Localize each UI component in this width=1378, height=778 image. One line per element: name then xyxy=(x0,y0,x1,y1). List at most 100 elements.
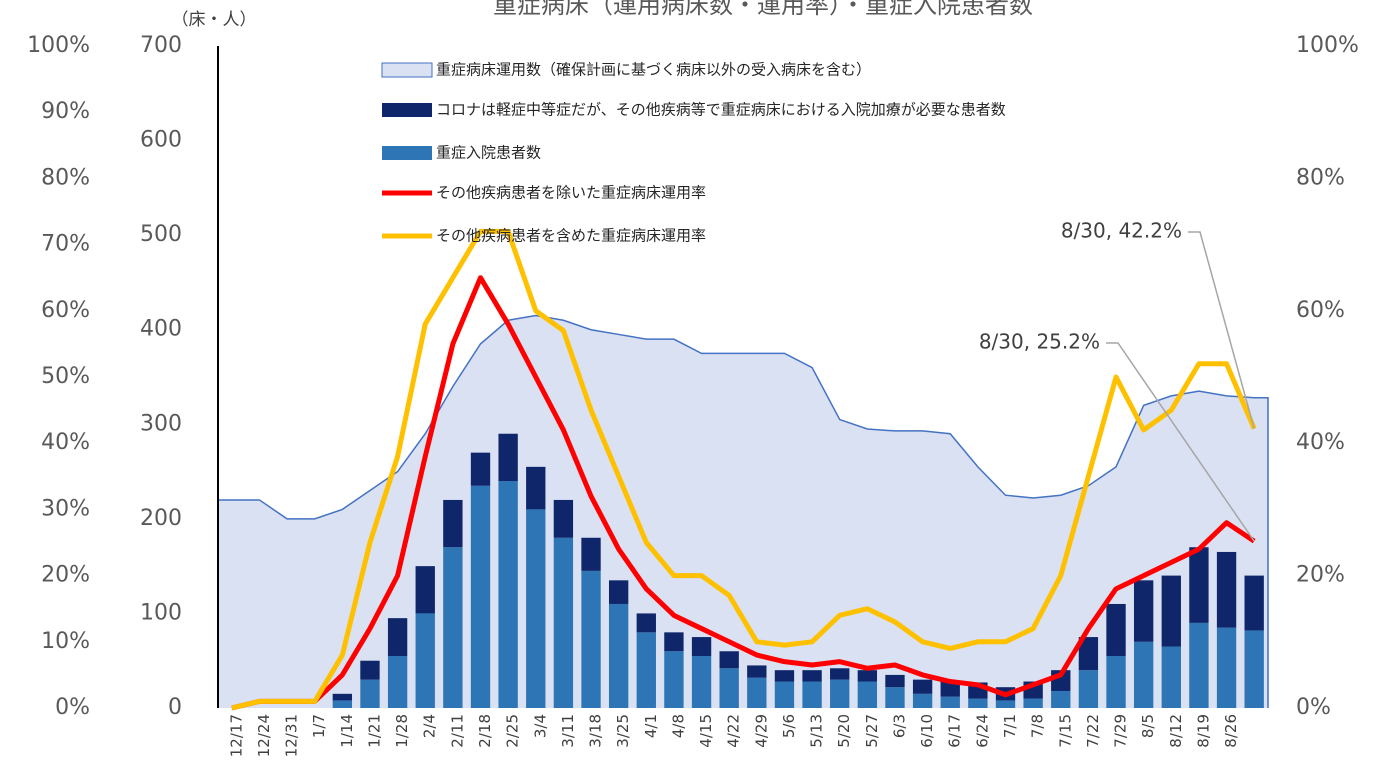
bar xyxy=(1078,670,1099,708)
annotation-leader xyxy=(1106,342,1255,542)
legend-label: その他疾病患者を除いた重症病床運用率 xyxy=(436,184,706,202)
x-tick-label: 7/22 xyxy=(1084,714,1102,748)
x-tick-label: 1/7 xyxy=(310,714,328,738)
x-tick-label: 8/19 xyxy=(1194,714,1212,748)
x-tick-label: 6/24 xyxy=(973,714,991,748)
annotation: 8/30, 42.2% xyxy=(1061,219,1182,243)
bar xyxy=(581,537,601,571)
bar xyxy=(415,613,435,708)
bar xyxy=(774,670,795,682)
y2-outer-tick-label: 20% xyxy=(41,563,90,588)
bar xyxy=(608,603,629,708)
bar xyxy=(1189,547,1209,623)
y-tick-label: 200 xyxy=(140,506,182,531)
y-tick-label: 500 xyxy=(140,222,182,247)
x-tick-label: 12/24 xyxy=(255,714,273,757)
y-unit-label: （床・人） xyxy=(172,10,257,30)
x-tick-label: 7/8 xyxy=(1029,714,1047,738)
legend-swatch xyxy=(382,103,432,117)
bar xyxy=(912,679,933,694)
x-tick-label: 2/11 xyxy=(448,714,466,748)
bar xyxy=(1189,622,1209,708)
y2-tick-label: 40% xyxy=(1296,430,1345,455)
bar xyxy=(470,485,491,708)
bar xyxy=(1244,575,1264,631)
x-tick-label: 7/29 xyxy=(1112,714,1130,748)
annotation-leader xyxy=(1188,231,1255,429)
x-tick-label: 4/8 xyxy=(669,714,687,738)
x-tick-label: 3/4 xyxy=(531,714,549,738)
y-tick-label: 0 xyxy=(168,695,182,720)
bar xyxy=(940,681,960,697)
bar xyxy=(968,698,988,708)
bar xyxy=(664,632,684,652)
bar xyxy=(443,547,463,708)
y2-outer-tick-label: 0% xyxy=(55,695,90,720)
y-tick-label: 300 xyxy=(140,411,182,436)
bar xyxy=(360,679,380,708)
x-tick-label: 12/17 xyxy=(227,714,245,757)
bar xyxy=(1161,646,1181,708)
bar xyxy=(1023,698,1043,708)
y-tick-label: 100 xyxy=(140,600,182,625)
bar xyxy=(553,499,574,538)
x-tick-label: 1/28 xyxy=(393,714,411,748)
x-tick-label: 7/1 xyxy=(1001,714,1019,738)
x-tick-label: 1/14 xyxy=(338,714,356,748)
x-tick-label: 5/27 xyxy=(863,714,881,748)
y2-tick-label: 20% xyxy=(1296,563,1345,588)
x-tick-label: 4/22 xyxy=(725,714,743,748)
bar xyxy=(608,580,629,604)
y2-tick-label: 80% xyxy=(1296,165,1345,190)
x-tick-label: 2/25 xyxy=(504,714,522,748)
bar xyxy=(1216,551,1237,628)
y2-outer-tick-label: 30% xyxy=(41,496,90,521)
bar xyxy=(719,668,739,708)
bar xyxy=(332,693,353,701)
bar xyxy=(747,665,767,678)
x-tick-label: 4/29 xyxy=(752,714,770,748)
y-tick-label: 600 xyxy=(140,128,182,153)
bar xyxy=(332,700,353,708)
bar xyxy=(940,696,960,708)
x-tick-label: 5/13 xyxy=(808,714,826,748)
x-tick-label: 6/3 xyxy=(890,714,908,738)
x-tick-label: 5/6 xyxy=(780,714,798,738)
bar xyxy=(1051,690,1071,708)
y2-outer-tick-label: 70% xyxy=(41,232,90,257)
bar xyxy=(387,655,408,708)
bar xyxy=(802,670,822,682)
bar xyxy=(553,537,574,708)
bar xyxy=(387,618,408,656)
bar xyxy=(636,613,656,633)
bar xyxy=(747,677,767,708)
bar xyxy=(636,632,656,708)
y2-tick-label: 60% xyxy=(1296,298,1345,323)
bar xyxy=(830,668,850,680)
annotation: 8/30, 25.2% xyxy=(979,330,1100,354)
bar xyxy=(1133,580,1154,642)
bar xyxy=(1106,655,1126,708)
bar xyxy=(360,660,380,680)
x-tick-label: 8/12 xyxy=(1167,714,1185,748)
bar xyxy=(526,466,546,510)
x-tick-label: 2/4 xyxy=(421,714,439,738)
y2-outer-tick-label: 80% xyxy=(41,165,90,190)
bar xyxy=(470,452,491,486)
y2-outer-tick-label: 90% xyxy=(41,99,90,124)
legend-label: その他疾病患者を含めた重症病床運用率 xyxy=(436,227,706,245)
y2-outer-tick-label: 10% xyxy=(41,629,90,654)
bar xyxy=(1078,637,1099,671)
bar xyxy=(1106,603,1126,656)
x-tick-label: 8/5 xyxy=(1139,714,1157,738)
x-tick-label: 7/15 xyxy=(1056,714,1074,748)
legend-label: 重症入院患者数 xyxy=(436,144,541,162)
x-tick-label: 1/21 xyxy=(365,714,383,748)
bar xyxy=(857,670,878,682)
bar xyxy=(1161,575,1181,647)
bar xyxy=(857,681,878,708)
x-tick-label: 4/1 xyxy=(642,714,660,738)
bar xyxy=(664,651,684,708)
bar xyxy=(526,509,546,708)
x-tick-label: 3/25 xyxy=(614,714,632,748)
